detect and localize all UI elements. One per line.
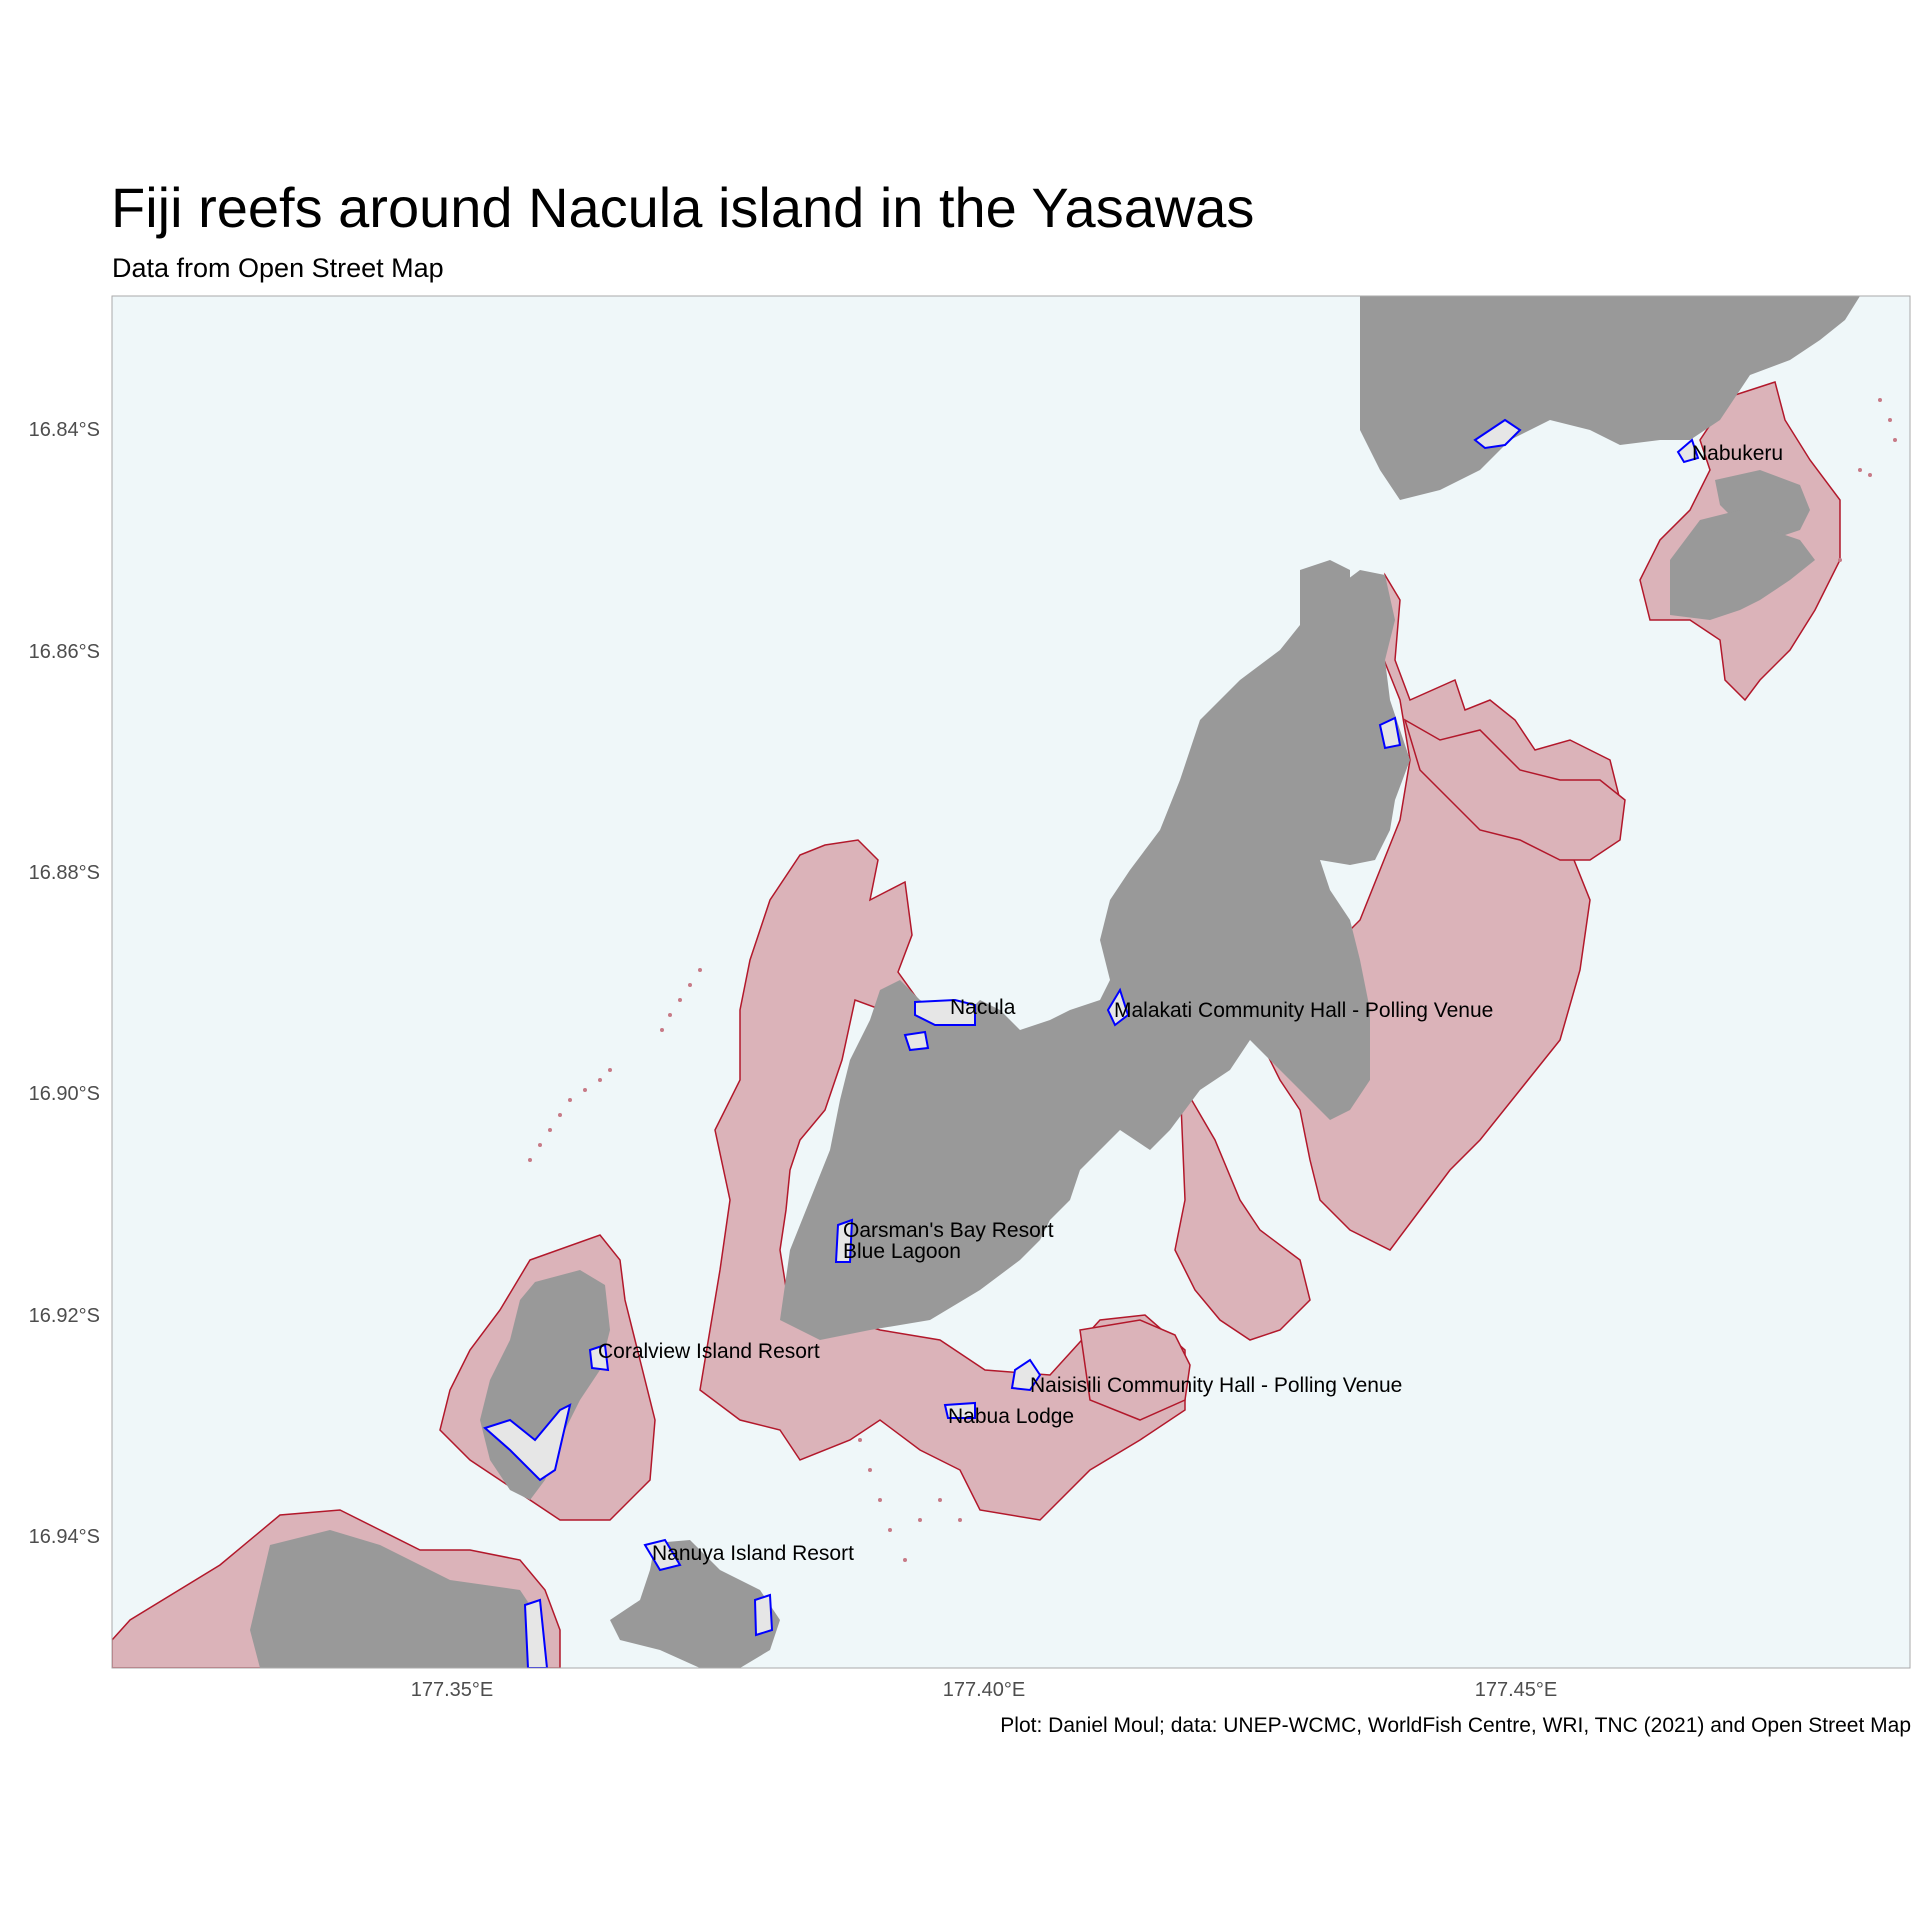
settlement-coralview-b [483, 1403, 572, 1482]
settlement-nacula [914, 998, 976, 1026]
settlement-north-a [1473, 418, 1522, 450]
place-label-oarsmans-bay: Oarsman's Bay Resort [843, 1219, 1054, 1242]
settlement-nanuya-b [753, 1593, 774, 1637]
settlement-nanuya [643, 1538, 682, 1572]
x-tick-label: 177.45°E [1474, 1679, 1558, 1701]
place-label-nacula: Nacula [950, 996, 1016, 1019]
place-label-malakati: Malakati Community Hall - Polling Venue [1114, 999, 1493, 1022]
reef-sandwich [1174, 1079, 1311, 1341]
place-label-nanuya: Nanuya Island Resort [652, 1542, 854, 1565]
y-tick-label: 16.84°S [28, 419, 100, 441]
island-southwest [250, 1530, 545, 1668]
place-label-naisisili: Naisisili Community Hall - Polling Venue [1030, 1374, 1402, 1397]
place-label-nabukeru: Nabukeru [1692, 442, 1783, 465]
island-nanuya [610, 1540, 780, 1668]
settlement-north-mid [1378, 716, 1402, 750]
settlement-layer [483, 418, 1700, 1668]
settlement-nabua [943, 1401, 976, 1419]
island-nabukeru-b [1670, 510, 1815, 620]
place-label-blue-lagoon: Blue Lagoon [843, 1240, 961, 1263]
y-tick-label: 16.90°S [28, 1083, 100, 1105]
x-tick-label: 177.35°E [410, 1679, 494, 1701]
y-tick-label: 16.86°S [28, 641, 100, 663]
island-nacula-main [780, 570, 1410, 1340]
place-labels: Nabukeru Nacula Malakati Community Hall … [598, 442, 1783, 1565]
settlement-nacula-b [903, 1030, 930, 1052]
settlement-malakati [1106, 987, 1130, 1027]
place-label-coralview: Coralview Island Resort [598, 1340, 820, 1363]
island-nacula-north-tip [1300, 560, 1350, 650]
map-title: Fiji reefs around Nacula island in the Y… [111, 176, 1255, 239]
place-label-nabua: Nabua Lodge [948, 1405, 1074, 1428]
settlement-coralview-a [588, 1343, 610, 1372]
map-subtitle: Data from Open Street Map [112, 253, 444, 283]
reef-naisisili [1079, 1319, 1191, 1421]
map-caption: Plot: Daniel Moul; data: UNEP-WCMC, Worl… [1000, 1714, 1911, 1737]
map-panel-border [111, 295, 1911, 1669]
settlement-oarsmans [834, 1218, 854, 1263]
settlement-southwest [523, 1598, 549, 1668]
y-tick-label: 16.94°S [28, 1526, 100, 1548]
settlement-nabukeru [1676, 438, 1700, 464]
y-tick-label: 16.88°S [28, 862, 100, 884]
reef-north-mid [1403, 718, 1626, 861]
y-tick-label: 16.92°S [28, 1305, 100, 1327]
reef-dots [528, 398, 1897, 1562]
x-tick-label: 177.40°E [942, 1679, 1026, 1701]
settlement-naisisili [1010, 1358, 1042, 1392]
